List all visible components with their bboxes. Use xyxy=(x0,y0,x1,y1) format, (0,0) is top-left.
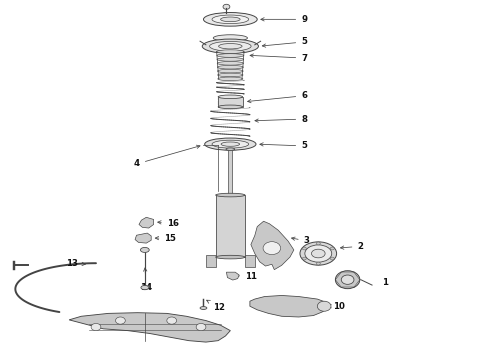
Polygon shape xyxy=(251,221,294,270)
Circle shape xyxy=(223,4,230,9)
Text: 4: 4 xyxy=(134,145,200,168)
Circle shape xyxy=(196,323,206,330)
Ellipse shape xyxy=(218,77,243,81)
Text: 6: 6 xyxy=(247,91,307,103)
Ellipse shape xyxy=(217,50,244,53)
Ellipse shape xyxy=(218,73,243,77)
Bar xyxy=(218,97,243,107)
Text: 10: 10 xyxy=(327,302,345,311)
Ellipse shape xyxy=(217,62,244,65)
Ellipse shape xyxy=(219,44,242,49)
Circle shape xyxy=(318,301,331,311)
Ellipse shape xyxy=(305,245,332,262)
Text: 2: 2 xyxy=(341,242,364,251)
Circle shape xyxy=(116,317,125,324)
Bar xyxy=(245,255,255,267)
Text: 9: 9 xyxy=(261,15,307,24)
Ellipse shape xyxy=(312,249,325,258)
Text: 7: 7 xyxy=(250,54,307,63)
Circle shape xyxy=(263,242,281,255)
Text: 5: 5 xyxy=(260,141,307,150)
Ellipse shape xyxy=(218,95,243,99)
Text: 5: 5 xyxy=(262,37,307,47)
Text: 3: 3 xyxy=(292,237,310,246)
Circle shape xyxy=(317,242,320,245)
Polygon shape xyxy=(135,233,151,243)
Text: 12: 12 xyxy=(207,300,225,312)
Ellipse shape xyxy=(218,66,244,69)
Polygon shape xyxy=(250,296,329,317)
Ellipse shape xyxy=(200,307,207,310)
Text: 11: 11 xyxy=(229,271,257,280)
Polygon shape xyxy=(69,313,230,342)
Ellipse shape xyxy=(220,17,240,22)
Ellipse shape xyxy=(213,35,247,41)
Ellipse shape xyxy=(202,39,258,53)
Polygon shape xyxy=(226,272,239,280)
Ellipse shape xyxy=(141,247,149,252)
Text: 8: 8 xyxy=(255,114,307,123)
Ellipse shape xyxy=(217,54,244,57)
Ellipse shape xyxy=(216,193,245,197)
Ellipse shape xyxy=(226,148,235,150)
Circle shape xyxy=(302,257,306,260)
Circle shape xyxy=(246,258,253,264)
Circle shape xyxy=(330,257,334,260)
Circle shape xyxy=(302,247,306,250)
Bar xyxy=(216,195,245,257)
Ellipse shape xyxy=(221,142,240,146)
Circle shape xyxy=(335,271,360,289)
Text: 14: 14 xyxy=(140,268,152,292)
Bar xyxy=(228,150,232,195)
Ellipse shape xyxy=(300,242,337,265)
Ellipse shape xyxy=(217,58,244,61)
Circle shape xyxy=(91,323,101,330)
Ellipse shape xyxy=(218,105,243,109)
Ellipse shape xyxy=(203,13,257,26)
Text: 13: 13 xyxy=(66,259,85,268)
Ellipse shape xyxy=(218,69,243,73)
Circle shape xyxy=(207,258,214,264)
Ellipse shape xyxy=(212,140,248,148)
Circle shape xyxy=(167,317,176,324)
Ellipse shape xyxy=(216,255,245,259)
Circle shape xyxy=(317,262,320,265)
Ellipse shape xyxy=(141,285,149,290)
Polygon shape xyxy=(139,217,154,228)
Bar xyxy=(206,255,216,267)
Ellipse shape xyxy=(210,41,251,51)
Ellipse shape xyxy=(205,138,256,150)
Circle shape xyxy=(341,275,354,284)
Circle shape xyxy=(330,247,334,250)
Text: 16: 16 xyxy=(158,219,179,228)
Text: 1: 1 xyxy=(382,278,388,287)
Text: 15: 15 xyxy=(155,234,176,243)
Ellipse shape xyxy=(212,15,248,24)
